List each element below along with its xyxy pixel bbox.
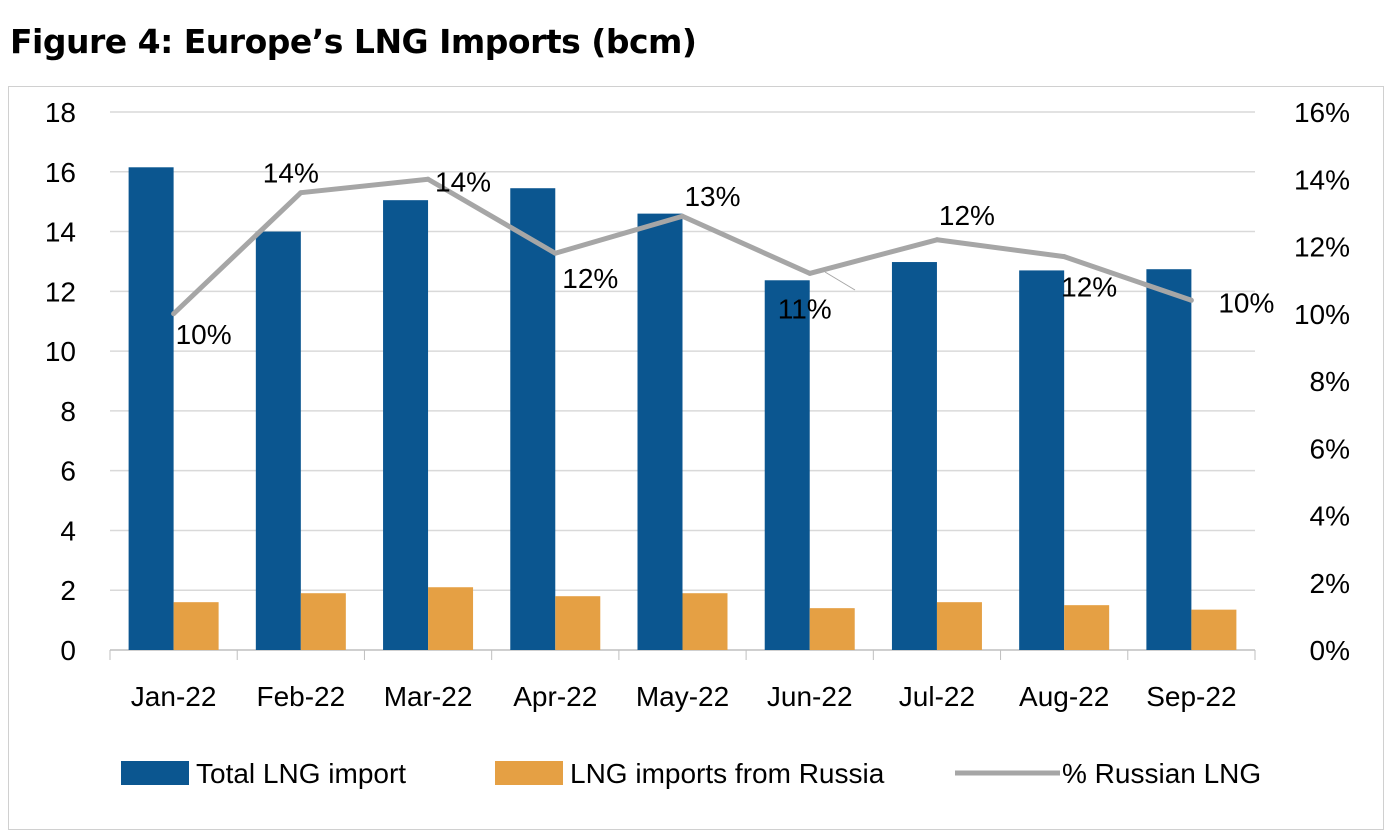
data-label: 10% bbox=[1218, 287, 1274, 318]
bar-lng-imports-from-russia bbox=[1064, 605, 1110, 650]
legend-swatch-russia bbox=[495, 761, 563, 785]
x-tick-label: Sep-22 bbox=[1146, 681, 1236, 712]
bar-total-lng-import bbox=[1146, 269, 1192, 650]
bar-total-lng-import bbox=[891, 262, 937, 650]
y2-tick-label: 0% bbox=[1310, 635, 1350, 666]
data-label: 12% bbox=[562, 263, 618, 294]
x-tick-label: Aug-22 bbox=[1019, 681, 1109, 712]
bar-total-lng-import bbox=[764, 280, 810, 650]
x-tick-label: Jul-22 bbox=[899, 681, 975, 712]
bar-lng-imports-from-russia bbox=[555, 596, 601, 650]
bar-lng-imports-from-russia bbox=[682, 593, 728, 650]
line-point bbox=[425, 176, 431, 182]
bar-total-lng-import bbox=[128, 167, 174, 651]
legend-label: LNG imports from Russia bbox=[570, 758, 885, 789]
y-tick-label: 18 bbox=[45, 97, 76, 128]
x-tick-label: Feb-22 bbox=[256, 681, 345, 712]
y-tick-label: 12 bbox=[45, 276, 76, 307]
x-tick-label: Jan-22 bbox=[131, 681, 217, 712]
y-tick-label: 10 bbox=[45, 336, 76, 367]
data-label: 14% bbox=[435, 166, 491, 197]
y2-tick-label: 6% bbox=[1310, 433, 1350, 464]
legend-swatch-total bbox=[121, 761, 189, 785]
y-tick-label: 16 bbox=[45, 157, 76, 188]
line-point bbox=[1188, 297, 1194, 303]
bar-total-lng-import bbox=[383, 200, 429, 650]
bar-total-lng-import bbox=[255, 231, 301, 651]
x-tick-label: Mar-22 bbox=[384, 681, 473, 712]
y2-tick-label: 8% bbox=[1310, 366, 1350, 397]
bar-total-lng-import bbox=[510, 188, 556, 650]
line-point bbox=[552, 250, 558, 256]
line-point bbox=[934, 237, 940, 243]
data-label: 10% bbox=[176, 319, 232, 350]
y-tick-label: 8 bbox=[60, 396, 76, 427]
leader-line bbox=[824, 271, 856, 291]
chart-frame bbox=[8, 86, 1384, 830]
chart-title: Figure 4: Europe’s LNG Imports (bcm) bbox=[10, 22, 697, 61]
bar-lng-imports-from-russia bbox=[1191, 609, 1237, 650]
bar-lng-imports-from-russia bbox=[809, 608, 855, 650]
y2-tick-label: 16% bbox=[1294, 97, 1350, 128]
x-tick-label: Jun-22 bbox=[767, 681, 853, 712]
x-tick-label: May-22 bbox=[636, 681, 729, 712]
y-tick-label: 0 bbox=[60, 635, 76, 666]
y2-tick-label: 2% bbox=[1310, 568, 1350, 599]
y2-tick-label: 10% bbox=[1294, 299, 1350, 330]
y2-tick-label: 4% bbox=[1310, 501, 1350, 532]
line-point bbox=[680, 213, 685, 219]
line-point bbox=[1061, 254, 1067, 260]
bar-lng-imports-from-russia bbox=[936, 602, 982, 650]
data-label: 12% bbox=[939, 200, 995, 231]
line-point bbox=[298, 190, 304, 196]
bar-lng-imports-from-russia bbox=[428, 587, 474, 650]
y-tick-label: 4 bbox=[60, 515, 76, 546]
data-label: 14% bbox=[263, 158, 319, 189]
y-tick-label: 6 bbox=[60, 456, 76, 487]
legend-label: Total LNG import bbox=[196, 758, 406, 789]
bar-total-lng-import bbox=[1019, 270, 1065, 650]
y-tick-label: 2 bbox=[60, 575, 76, 606]
y2-tick-label: 14% bbox=[1294, 164, 1350, 195]
line-point bbox=[171, 311, 177, 317]
line-point bbox=[807, 270, 813, 276]
bar-lng-imports-from-russia bbox=[173, 602, 219, 650]
x-tick-label: Apr-22 bbox=[513, 681, 597, 712]
data-label: 11% bbox=[778, 293, 832, 324]
data-label: 12% bbox=[1061, 272, 1117, 303]
y2-tick-label: 12% bbox=[1294, 232, 1350, 263]
bar-total-lng-import bbox=[637, 213, 683, 650]
bar-lng-imports-from-russia bbox=[300, 593, 346, 650]
data-label: 13% bbox=[684, 181, 740, 212]
y-tick-label: 14 bbox=[45, 217, 76, 248]
legend-label: % Russian LNG bbox=[1062, 758, 1261, 789]
